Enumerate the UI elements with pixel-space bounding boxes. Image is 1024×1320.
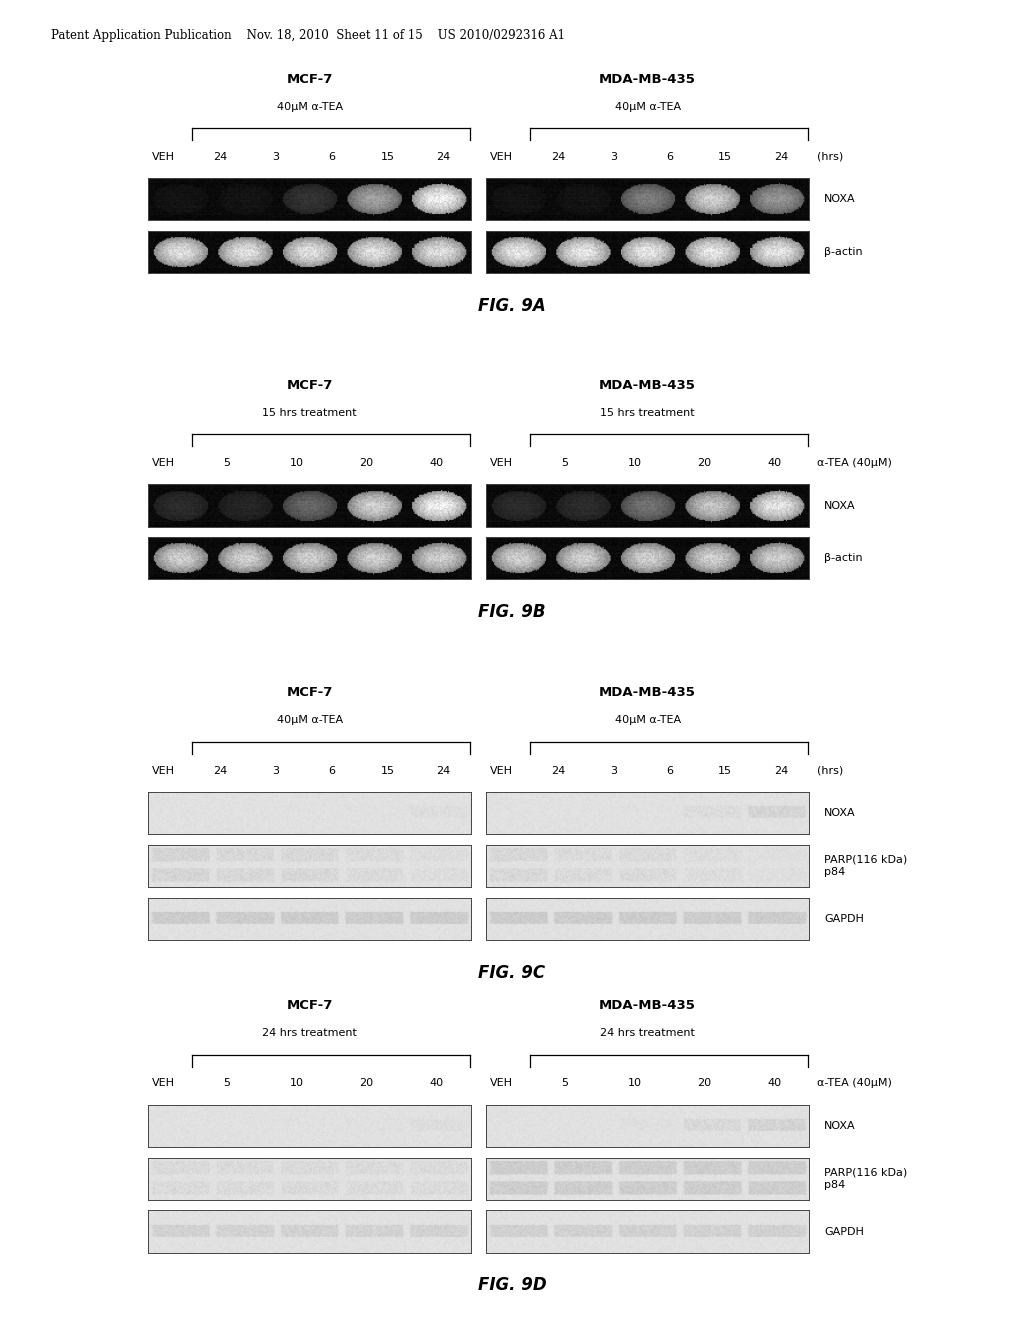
Text: 10: 10	[628, 458, 642, 469]
Text: FIG. 9A: FIG. 9A	[478, 297, 546, 315]
Text: GAPDH: GAPDH	[824, 913, 864, 924]
Text: 6: 6	[666, 766, 673, 776]
Text: 24: 24	[213, 766, 227, 776]
Text: 6: 6	[328, 766, 335, 776]
Text: NOXA: NOXA	[824, 808, 856, 818]
Text: α-TEA (40μM): α-TEA (40μM)	[817, 1078, 892, 1089]
Text: 24: 24	[774, 152, 788, 162]
Text: 3: 3	[272, 766, 280, 776]
Text: NOXA: NOXA	[824, 500, 856, 511]
Text: 40: 40	[767, 1078, 781, 1089]
Text: MCF-7: MCF-7	[287, 686, 333, 700]
Text: FIG. 9B: FIG. 9B	[478, 603, 546, 622]
Text: FIG. 9D: FIG. 9D	[477, 1276, 547, 1295]
Text: 20: 20	[359, 458, 374, 469]
Text: 24: 24	[551, 152, 565, 162]
Text: 24: 24	[551, 766, 565, 776]
Text: 5: 5	[223, 458, 230, 469]
Text: VEH: VEH	[489, 766, 513, 776]
Text: VEH: VEH	[152, 766, 175, 776]
Text: 24: 24	[774, 766, 788, 776]
Text: 3: 3	[610, 152, 617, 162]
Text: 15: 15	[380, 152, 394, 162]
Text: MDA-MB-435: MDA-MB-435	[599, 379, 696, 392]
Text: 24: 24	[436, 766, 451, 776]
Text: 5: 5	[561, 1078, 568, 1089]
Text: MDA-MB-435: MDA-MB-435	[599, 73, 696, 86]
Text: 15 hrs treatment: 15 hrs treatment	[600, 408, 695, 418]
Text: 10: 10	[290, 1078, 304, 1089]
Text: 10: 10	[628, 1078, 642, 1089]
Text: 20: 20	[359, 1078, 374, 1089]
Text: 40μM α-TEA: 40μM α-TEA	[614, 715, 681, 726]
Text: β-actin: β-actin	[824, 553, 863, 564]
Text: 15: 15	[380, 766, 394, 776]
Text: 40: 40	[429, 1078, 443, 1089]
Text: 24: 24	[213, 152, 227, 162]
Text: Patent Application Publication    Nov. 18, 2010  Sheet 11 of 15    US 2010/02923: Patent Application Publication Nov. 18, …	[51, 29, 565, 42]
Text: 15 hrs treatment: 15 hrs treatment	[262, 408, 357, 418]
Text: 40: 40	[429, 458, 443, 469]
Text: 40μM α-TEA: 40μM α-TEA	[276, 102, 343, 112]
Text: 6: 6	[666, 152, 673, 162]
Text: 3: 3	[272, 152, 280, 162]
Text: MCF-7: MCF-7	[287, 379, 333, 392]
Text: 6: 6	[328, 152, 335, 162]
Text: MDA-MB-435: MDA-MB-435	[599, 686, 696, 700]
Text: 24 hrs treatment: 24 hrs treatment	[262, 1028, 357, 1039]
Text: VEH: VEH	[489, 152, 513, 162]
Text: NOXA: NOXA	[824, 1121, 856, 1131]
Text: PARP(116 kDa)
p84: PARP(116 kDa) p84	[824, 855, 907, 876]
Text: FIG. 9C: FIG. 9C	[478, 964, 546, 982]
Text: β-actin: β-actin	[824, 247, 863, 257]
Text: (hrs): (hrs)	[817, 152, 844, 162]
Text: MCF-7: MCF-7	[287, 999, 333, 1012]
Text: 3: 3	[610, 766, 617, 776]
Text: 24: 24	[436, 152, 451, 162]
Text: 24 hrs treatment: 24 hrs treatment	[600, 1028, 695, 1039]
Text: (hrs): (hrs)	[817, 766, 844, 776]
Text: 5: 5	[223, 1078, 230, 1089]
Text: 40: 40	[767, 458, 781, 469]
Text: VEH: VEH	[489, 1078, 513, 1089]
Text: 20: 20	[697, 458, 712, 469]
Text: 40μM α-TEA: 40μM α-TEA	[614, 102, 681, 112]
Text: 5: 5	[561, 458, 568, 469]
Text: VEH: VEH	[152, 458, 175, 469]
Text: MDA-MB-435: MDA-MB-435	[599, 999, 696, 1012]
Text: α-TEA (40μM): α-TEA (40μM)	[817, 458, 892, 469]
Text: 10: 10	[290, 458, 304, 469]
Text: 40μM α-TEA: 40μM α-TEA	[276, 715, 343, 726]
Text: 15: 15	[718, 152, 732, 162]
Text: VEH: VEH	[152, 1078, 175, 1089]
Text: NOXA: NOXA	[824, 194, 856, 205]
Text: PARP(116 kDa)
p84: PARP(116 kDa) p84	[824, 1168, 907, 1189]
Text: 20: 20	[697, 1078, 712, 1089]
Text: VEH: VEH	[489, 458, 513, 469]
Text: MCF-7: MCF-7	[287, 73, 333, 86]
Text: GAPDH: GAPDH	[824, 1226, 864, 1237]
Text: 15: 15	[718, 766, 732, 776]
Text: VEH: VEH	[152, 152, 175, 162]
